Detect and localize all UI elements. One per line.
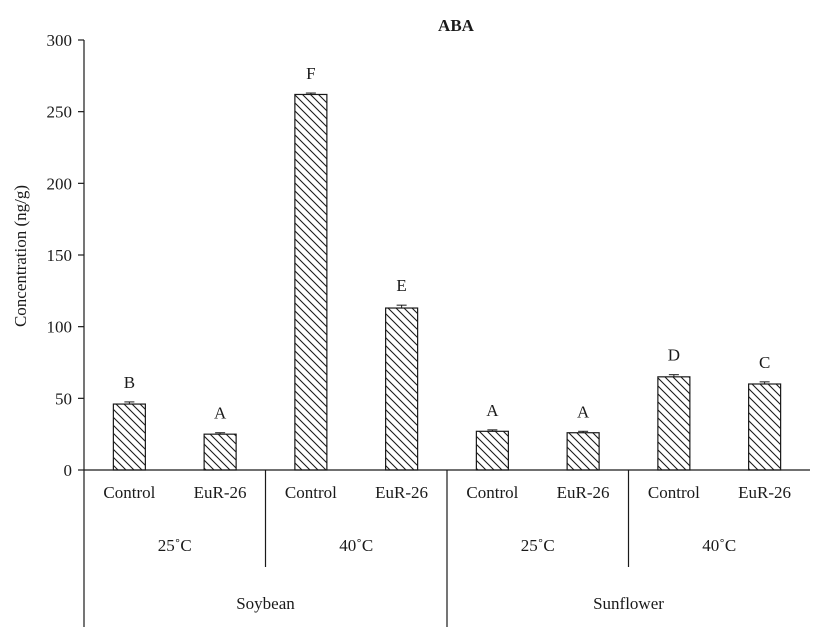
bar: [294, 93, 328, 471]
y-tick-label: 100: [47, 318, 73, 337]
bar: [203, 433, 237, 471]
x-category-label: Control: [466, 483, 518, 502]
significance-letter: C: [759, 353, 770, 372]
y-axis: 0 50 100 150 200 250 300: [47, 31, 85, 480]
x-axis: Control EuR-26 Control EuR-26 Control EuR-26 C…: [83, 469, 810, 627]
temperature-group-label: 25˚C: [158, 536, 192, 555]
bar: [385, 307, 419, 471]
x-category-label: Control: [648, 483, 700, 502]
x-category-label: EuR-26: [557, 483, 610, 502]
x-category-label: EuR-26: [375, 483, 428, 502]
bar: [657, 376, 691, 471]
x-category-label: Control: [285, 483, 337, 502]
bar: [112, 403, 146, 471]
y-tick-label: 250: [47, 103, 73, 122]
significance-letter: E: [396, 276, 406, 295]
significance-letter: F: [306, 64, 315, 83]
chart-title: ABA: [438, 16, 475, 35]
y-axis-title: Concentration (ng/g): [11, 185, 30, 327]
significance-letter: D: [668, 346, 680, 365]
y-tick-label: 50: [55, 389, 72, 408]
species-group-label: Soybean: [236, 594, 295, 613]
significance-letter: A: [486, 401, 499, 420]
bar: [475, 430, 509, 471]
x-category-label: EuR-26: [194, 483, 247, 502]
y-tick-label: 150: [47, 246, 73, 265]
significance-letter: B: [124, 373, 135, 392]
bars: B A F E A A D C: [112, 64, 782, 471]
temperature-group-label: 25˚C: [521, 536, 555, 555]
y-tick-label: 0: [64, 461, 73, 480]
y-tick-label: 300: [47, 31, 73, 50]
temperature-group-label: 40˚C: [702, 536, 736, 555]
temperature-group-label: 40˚C: [339, 536, 373, 555]
significance-letter: A: [577, 402, 590, 421]
x-category-label: Control: [103, 483, 155, 502]
species-group-label: Sunflower: [593, 594, 664, 613]
y-tick-label: 200: [47, 174, 73, 193]
significance-letter: A: [214, 404, 227, 423]
bar: [748, 383, 782, 471]
bar: [566, 432, 600, 471]
x-category-label: EuR-26: [738, 483, 791, 502]
